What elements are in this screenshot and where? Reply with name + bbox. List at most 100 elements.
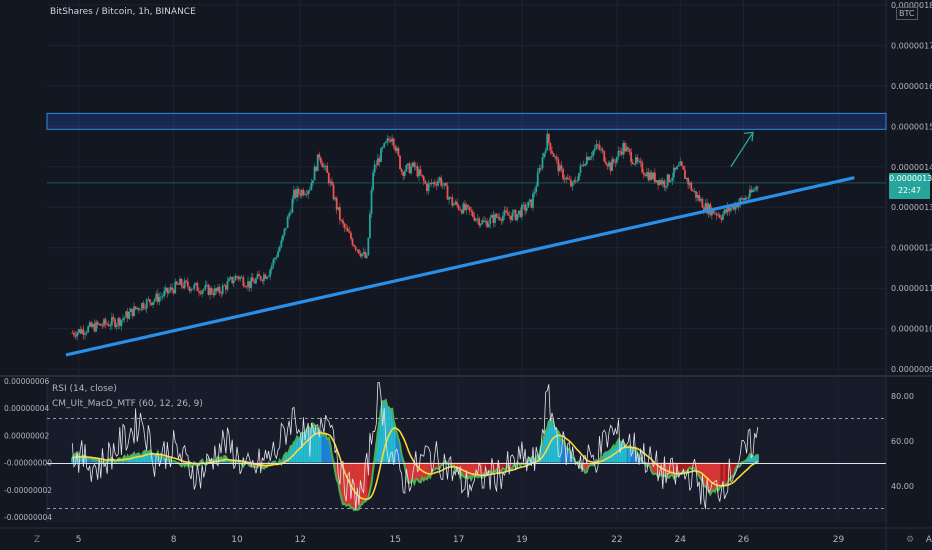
- candle-body: [172, 289, 175, 294]
- macd-bar: [438, 462, 441, 469]
- candle-body: [676, 166, 678, 170]
- chart-title: BitShares / Bitcoin, 1h, BINANCE: [50, 7, 196, 17]
- candle-body: [636, 157, 639, 162]
- candle-body: [410, 166, 412, 174]
- candle-body: [585, 156, 588, 165]
- macd-bar: [650, 462, 653, 472]
- time-tick-label: 24: [674, 535, 686, 545]
- candle-body: [475, 219, 477, 221]
- macd-bar: [582, 462, 585, 470]
- macd-bar: [709, 462, 712, 495]
- candle-body: [73, 332, 75, 336]
- macd-bar: [563, 443, 566, 463]
- macd-bar: [511, 462, 514, 468]
- macd-label[interactable]: CM_Ult_MacD_MTF (60, 12, 26, 9): [52, 399, 203, 409]
- candle-body: [723, 209, 726, 215]
- candle-body: [99, 323, 102, 326]
- macd-bar: [77, 454, 80, 463]
- macd-bar: [530, 457, 533, 463]
- candle-body: [736, 204, 739, 208]
- candle-body: [440, 177, 443, 186]
- settings-icon[interactable]: ⚙: [906, 535, 915, 545]
- candle-body: [160, 296, 162, 298]
- time-tick-label: Apr: [926, 535, 932, 545]
- candle-body: [707, 203, 710, 214]
- candle-body: [555, 156, 558, 160]
- macd-bar: [460, 462, 463, 474]
- candle-body: [232, 280, 235, 283]
- candle-body: [144, 308, 147, 309]
- candle-body: [470, 210, 473, 212]
- macd-bar: [90, 457, 93, 463]
- candle-body: [357, 249, 360, 254]
- candle-body: [272, 259, 275, 266]
- macd-bar: [710, 462, 714, 492]
- macd-bar: [145, 451, 148, 463]
- macd-bar: [289, 445, 292, 463]
- macd-bar: [481, 462, 484, 478]
- candle-body: [581, 164, 583, 166]
- candle-body: [319, 157, 322, 163]
- candle-body: [528, 199, 531, 202]
- candle-body: [596, 144, 599, 146]
- candle-body: [207, 284, 210, 295]
- currency-unit[interactable]: BTC: [896, 7, 918, 20]
- candle-body: [631, 162, 634, 164]
- candle-body: [611, 159, 614, 171]
- candle-body: [538, 168, 541, 173]
- rsi-label[interactable]: RSI (14, close): [52, 384, 117, 394]
- candle-body: [603, 151, 606, 162]
- candle-body: [351, 238, 354, 246]
- trendline: [65, 176, 855, 357]
- macd-bar: [411, 462, 414, 480]
- candle-body: [112, 317, 115, 320]
- candle-body: [579, 165, 582, 174]
- candle-body: [430, 182, 433, 184]
- macd-bar: [666, 462, 669, 478]
- candle-body: [608, 162, 610, 167]
- candle-body: [644, 174, 647, 177]
- macd-bar: [151, 453, 155, 463]
- macd-bar: [295, 436, 299, 463]
- candle-body: [525, 207, 528, 211]
- candle-body: [589, 157, 591, 161]
- macd-bar: [482, 462, 486, 474]
- candle-body: [633, 163, 636, 165]
- candle-body: [530, 199, 533, 208]
- macd-bar: [604, 452, 608, 463]
- candle-body: [565, 177, 568, 180]
- candle-body: [362, 251, 365, 254]
- candle-body: [150, 302, 153, 306]
- candle-body: [93, 323, 96, 332]
- macd-bar: [325, 439, 329, 463]
- macd-bar: [705, 462, 709, 489]
- candle-body: [672, 167, 675, 178]
- candle-body: [503, 210, 506, 216]
- candle-body: [541, 157, 544, 169]
- candle-body: [142, 302, 145, 309]
- candle-body: [136, 307, 139, 310]
- candle-body: [717, 214, 720, 216]
- macd-bar: [413, 462, 416, 484]
- candle-body: [665, 186, 667, 188]
- candle-body: [335, 197, 338, 210]
- candle-body: [573, 180, 576, 183]
- candle-body: [345, 227, 348, 229]
- macd-bar: [417, 462, 421, 482]
- candle-body: [424, 181, 427, 184]
- rsi-tick-label: 60.00: [891, 437, 914, 446]
- macd-bar: [553, 427, 557, 463]
- macd-bar: [534, 457, 538, 463]
- timezone-icon[interactable]: Z: [34, 535, 41, 545]
- candle-body: [224, 285, 227, 290]
- macd-bar: [156, 452, 160, 463]
- macd-bar: [729, 462, 733, 479]
- macd-bar: [360, 462, 364, 505]
- macd-bar: [587, 462, 590, 467]
- candle-body: [483, 220, 485, 222]
- candle-body: [139, 309, 142, 311]
- candle-body: [308, 189, 311, 191]
- candle-body: [133, 306, 135, 317]
